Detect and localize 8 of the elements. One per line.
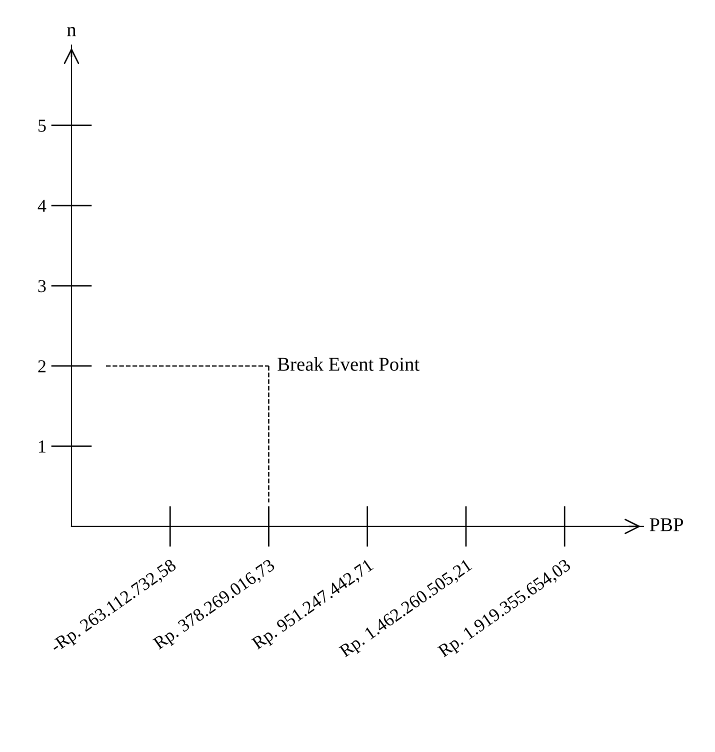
- y-tick-label: 5: [38, 120, 46, 132]
- annotation: Break Event Point: [278, 357, 420, 371]
- y-tick-label: 4: [38, 200, 46, 212]
- x-axis-title: PBP: [650, 518, 684, 532]
- y-axis-title: n: [67, 27, 76, 36]
- y-tick-label: 1: [39, 440, 46, 452]
- y-tick-label: 2: [38, 360, 46, 372]
- y-tick-label: 3: [38, 280, 46, 292]
